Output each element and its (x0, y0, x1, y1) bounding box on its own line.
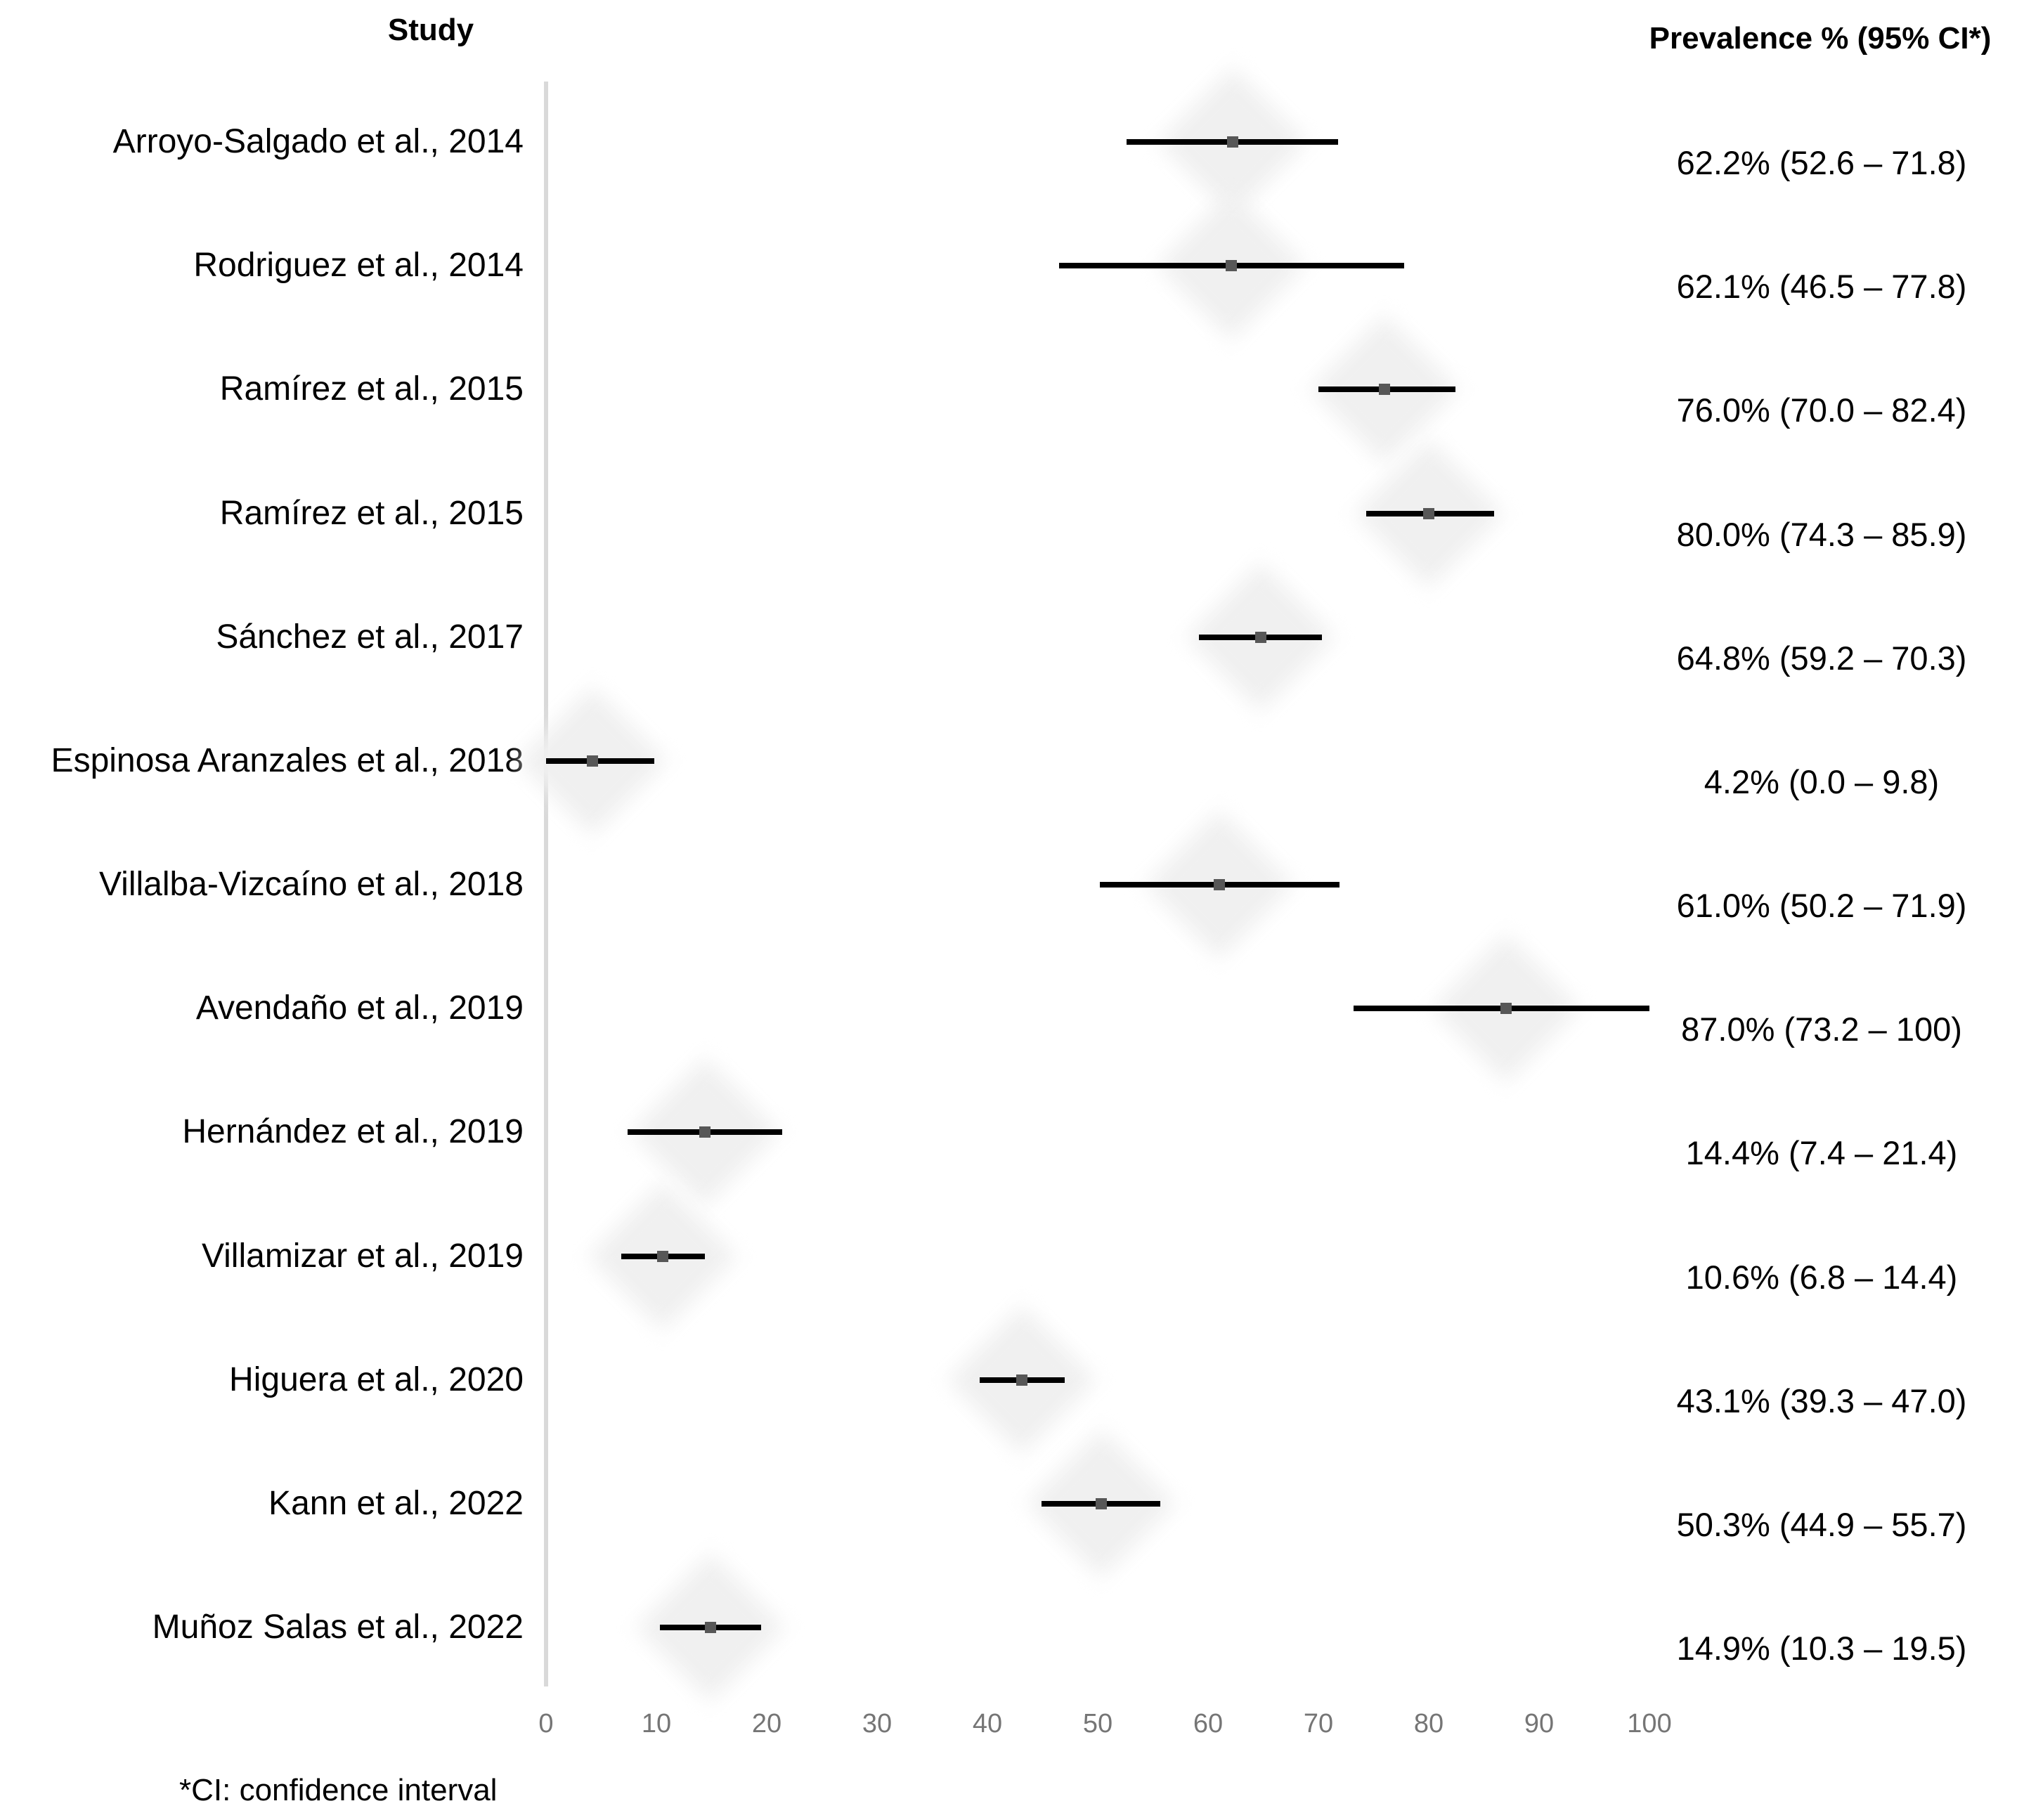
prevalence-point-marker (1225, 260, 1237, 272)
prevalence-column-header: Prevalence % (95% CI*) (1649, 21, 1992, 56)
study-label: Espinosa Aranzales et al., 2018 (51, 741, 524, 779)
x-axis-tick-label: 90 (1524, 1709, 1555, 1738)
x-axis-tick-label: 0 (538, 1709, 554, 1738)
x-axis-tick-label: 70 (1303, 1709, 1334, 1738)
x-axis-tick-label: 80 (1413, 1709, 1444, 1738)
x-axis-tick-label: 20 (751, 1709, 782, 1738)
study-label: Villamizar et al., 2019 (201, 1237, 524, 1275)
prevalence-point-marker (1016, 1374, 1027, 1386)
prevalence-point-marker (1423, 507, 1434, 519)
prevalence-point-marker (699, 1126, 711, 1138)
study-label: Hernández et al., 2019 (182, 1113, 524, 1151)
x-axis-baseline (544, 82, 548, 1686)
prevalence-point-marker (1213, 879, 1225, 890)
prevalence-point-marker (1500, 1003, 1512, 1015)
prevalence-value: 4.2% (0.0 – 9.8) (1704, 762, 1940, 800)
prevalence-value: 87.0% (73.2 – 100) (1681, 1010, 1962, 1048)
study-label: Kann et al., 2022 (268, 1484, 524, 1522)
prevalence-value: 62.2% (52.6 – 71.8) (1676, 144, 1967, 181)
x-axis-tick-label: 60 (1193, 1709, 1224, 1738)
prevalence-value: 64.8% (59.2 – 70.3) (1676, 639, 1967, 677)
prevalence-value: 10.6% (6.8 – 14.4) (1685, 1258, 1958, 1296)
x-axis-tick-label: 40 (972, 1709, 1003, 1738)
x-axis-tick-label: 10 (641, 1709, 672, 1738)
prevalence-value: 43.1% (39.3 – 47.0) (1676, 1382, 1967, 1419)
prevalence-point-marker (586, 755, 598, 767)
prevalence-point-marker (704, 1622, 716, 1633)
study-label: Arroyo-Salgado et al., 2014 (112, 123, 524, 160)
study-label: Sánchez et al., 2017 (216, 618, 524, 656)
study-label: Villalba-Vizcaíno et al., 2018 (99, 866, 524, 903)
prevalence-value: 76.0% (70.0 – 82.4) (1676, 391, 1967, 429)
x-axis-tick-label: 30 (862, 1709, 893, 1738)
prevalence-point-marker (1255, 631, 1267, 643)
prevalence-value: 14.9% (10.3 – 19.5) (1676, 1630, 1967, 1667)
prevalence-value: 61.0% (50.2 – 71.9) (1676, 887, 1967, 924)
prevalence-point-marker (1226, 136, 1238, 148)
prevalence-value: 14.4% (7.4 – 21.4) (1685, 1134, 1958, 1172)
x-axis-tick-label: 50 (1082, 1709, 1113, 1738)
study-label: Ramírez et al., 2015 (219, 370, 524, 408)
study-label: Rodriguez et al., 2014 (193, 247, 524, 285)
study-label: Higuera et al., 2020 (229, 1360, 524, 1398)
confidence-interval-line (546, 758, 654, 764)
prevalence-value: 80.0% (74.3 – 85.9) (1676, 515, 1967, 553)
study-label: Avendaño et al., 2019 (195, 989, 524, 1027)
ci-footnote: *CI: confidence interval (179, 1773, 498, 1807)
prevalence-value: 62.1% (46.5 – 77.8) (1676, 268, 1967, 306)
study-label: Ramírez et al., 2015 (219, 494, 524, 532)
prevalence-point-marker (1095, 1497, 1107, 1509)
prevalence-value: 50.3% (44.9 – 55.7) (1676, 1505, 1967, 1543)
prevalence-point-marker (657, 1250, 669, 1262)
prevalence-point-marker (1379, 384, 1391, 396)
study-label: Muñoz Salas et al., 2022 (152, 1608, 524, 1646)
x-axis-tick-label: 100 (1627, 1709, 1672, 1738)
study-column-header: Study (387, 13, 474, 47)
